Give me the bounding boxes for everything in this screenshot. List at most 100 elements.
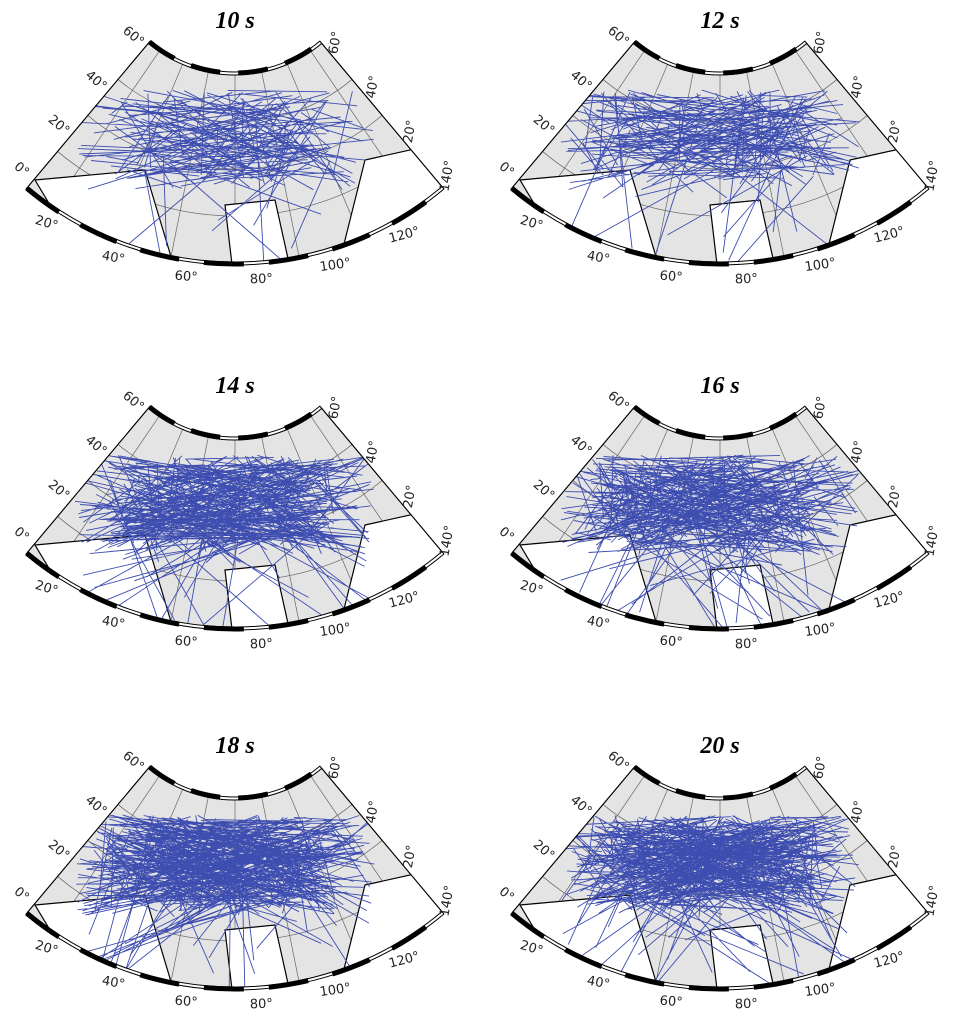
lat-label: 20° bbox=[45, 112, 72, 138]
ray-paths bbox=[561, 815, 859, 988]
graticule bbox=[772, 429, 846, 602]
frame-band bbox=[632, 764, 808, 801]
lat-label: 60° bbox=[811, 755, 830, 780]
lon-label: 60° bbox=[659, 994, 683, 1011]
lat-label: 20° bbox=[886, 119, 905, 144]
lon-label: 40° bbox=[101, 249, 126, 268]
frame-band bbox=[147, 39, 323, 76]
lat-label: 60° bbox=[326, 755, 345, 780]
lon-label: 60° bbox=[174, 269, 198, 286]
lat-label: 60° bbox=[604, 388, 631, 414]
lon-label: 80° bbox=[250, 997, 274, 1013]
graticule bbox=[287, 64, 361, 237]
lon-label: 20° bbox=[518, 213, 544, 234]
panel-title: 18 s bbox=[215, 733, 254, 759]
lon-label: 80° bbox=[250, 272, 274, 288]
graticule bbox=[117, 79, 353, 123]
lat-label: 20° bbox=[886, 844, 905, 869]
lat-label: 40° bbox=[82, 68, 109, 94]
map-panel: 10 s 60° 40° 20° 0° 60° 40° 20° 140° 20° 40° 60° 80°… bbox=[11, 8, 458, 288]
ray-paths bbox=[560, 89, 860, 263]
lat-label: 0° bbox=[496, 884, 517, 905]
lon-label: 100° bbox=[804, 981, 837, 1001]
lon-label: 40° bbox=[586, 974, 611, 993]
panel-title: 12 s bbox=[700, 8, 739, 34]
frame-band bbox=[632, 39, 808, 76]
frame-band bbox=[25, 911, 445, 992]
lat-label: 60° bbox=[119, 23, 146, 49]
lat-label: 40° bbox=[567, 793, 594, 819]
map-border bbox=[27, 42, 443, 263]
lat-label: 40° bbox=[364, 74, 383, 99]
lon-label: 60° bbox=[659, 634, 683, 651]
lon-label: 60° bbox=[659, 269, 683, 286]
map-panel: 18 s 60° 40° 20° 0° 60° 40° 20° 140° 20° 40° 60° 80°… bbox=[11, 733, 458, 1013]
map-panel: 14 s 60° 40° 20° 0° 60° 40° 20° 140° 20° 40° 60° 80°… bbox=[11, 373, 458, 653]
lon-label: 120° bbox=[872, 589, 906, 612]
lat-label: 20° bbox=[401, 484, 420, 509]
lat-label: 40° bbox=[849, 799, 868, 824]
lat-label: 40° bbox=[82, 433, 109, 459]
lat-label: 60° bbox=[604, 23, 631, 49]
lat-label: 60° bbox=[326, 30, 345, 55]
frame bbox=[25, 405, 445, 631]
frame-band bbox=[510, 911, 930, 992]
lon-label: 120° bbox=[387, 949, 421, 972]
frame-band bbox=[25, 551, 445, 632]
lon-label: 100° bbox=[319, 981, 352, 1001]
lon-label: 120° bbox=[387, 224, 421, 247]
frame-band bbox=[510, 551, 930, 632]
lon-label: 80° bbox=[250, 637, 274, 653]
lon-label: 100° bbox=[319, 256, 352, 276]
lon-label: 40° bbox=[101, 974, 126, 993]
ray-paths bbox=[75, 454, 374, 627]
lat-label: 0° bbox=[11, 524, 32, 545]
lat-label: 60° bbox=[119, 748, 146, 774]
lon-label: 100° bbox=[804, 621, 837, 641]
lat-label: 140° bbox=[922, 884, 942, 917]
lat-label: 40° bbox=[567, 68, 594, 94]
lat-label: 0° bbox=[496, 159, 517, 180]
frame-band bbox=[147, 764, 323, 801]
lat-label: 40° bbox=[82, 793, 109, 819]
map-border bbox=[27, 767, 443, 988]
graticule bbox=[572, 115, 868, 170]
lon-label: 100° bbox=[319, 621, 352, 641]
lat-label: 20° bbox=[401, 844, 420, 869]
graticule bbox=[772, 64, 846, 237]
lon-label: 100° bbox=[804, 256, 837, 276]
lon-label: 40° bbox=[586, 614, 611, 633]
lat-label: 40° bbox=[567, 433, 594, 459]
panel-title: 14 s bbox=[215, 373, 254, 399]
lat-label: 60° bbox=[119, 388, 146, 414]
lat-label: 60° bbox=[811, 30, 830, 55]
lat-label: 40° bbox=[364, 799, 383, 824]
lon-label: 120° bbox=[872, 224, 906, 247]
lon-label: 20° bbox=[518, 938, 544, 959]
lat-label: 20° bbox=[530, 837, 557, 863]
lat-label: 20° bbox=[530, 477, 557, 503]
lat-label: 40° bbox=[364, 439, 383, 464]
map-panel: 16 s 60° 40° 20° 0° 60° 40° 20° 140° 20° 40° 60° 80°… bbox=[496, 373, 943, 652]
lat-label: 40° bbox=[849, 74, 868, 99]
lat-label: 0° bbox=[11, 884, 32, 905]
frame bbox=[510, 405, 930, 631]
lat-label: 20° bbox=[45, 837, 72, 863]
panel-title: 10 s bbox=[215, 8, 254, 34]
ray-paths bbox=[76, 814, 375, 988]
frame-band bbox=[510, 186, 930, 267]
lat-label: 140° bbox=[922, 159, 942, 192]
lat-label: 20° bbox=[45, 477, 72, 503]
frame-band bbox=[147, 404, 323, 441]
map-border bbox=[512, 767, 928, 988]
lon-label: 60° bbox=[174, 994, 198, 1011]
graticule bbox=[572, 480, 868, 535]
lat-label: 60° bbox=[604, 748, 631, 774]
lat-label: 20° bbox=[886, 484, 905, 509]
lon-label: 20° bbox=[33, 578, 59, 599]
frame bbox=[25, 40, 445, 266]
lon-label: 20° bbox=[33, 213, 59, 234]
lat-label: 0° bbox=[11, 159, 32, 180]
map-panel: 20 s 60° 40° 20° 0° 60° 40° 20° 140° 20° 40° 60° 80°… bbox=[496, 733, 943, 1012]
